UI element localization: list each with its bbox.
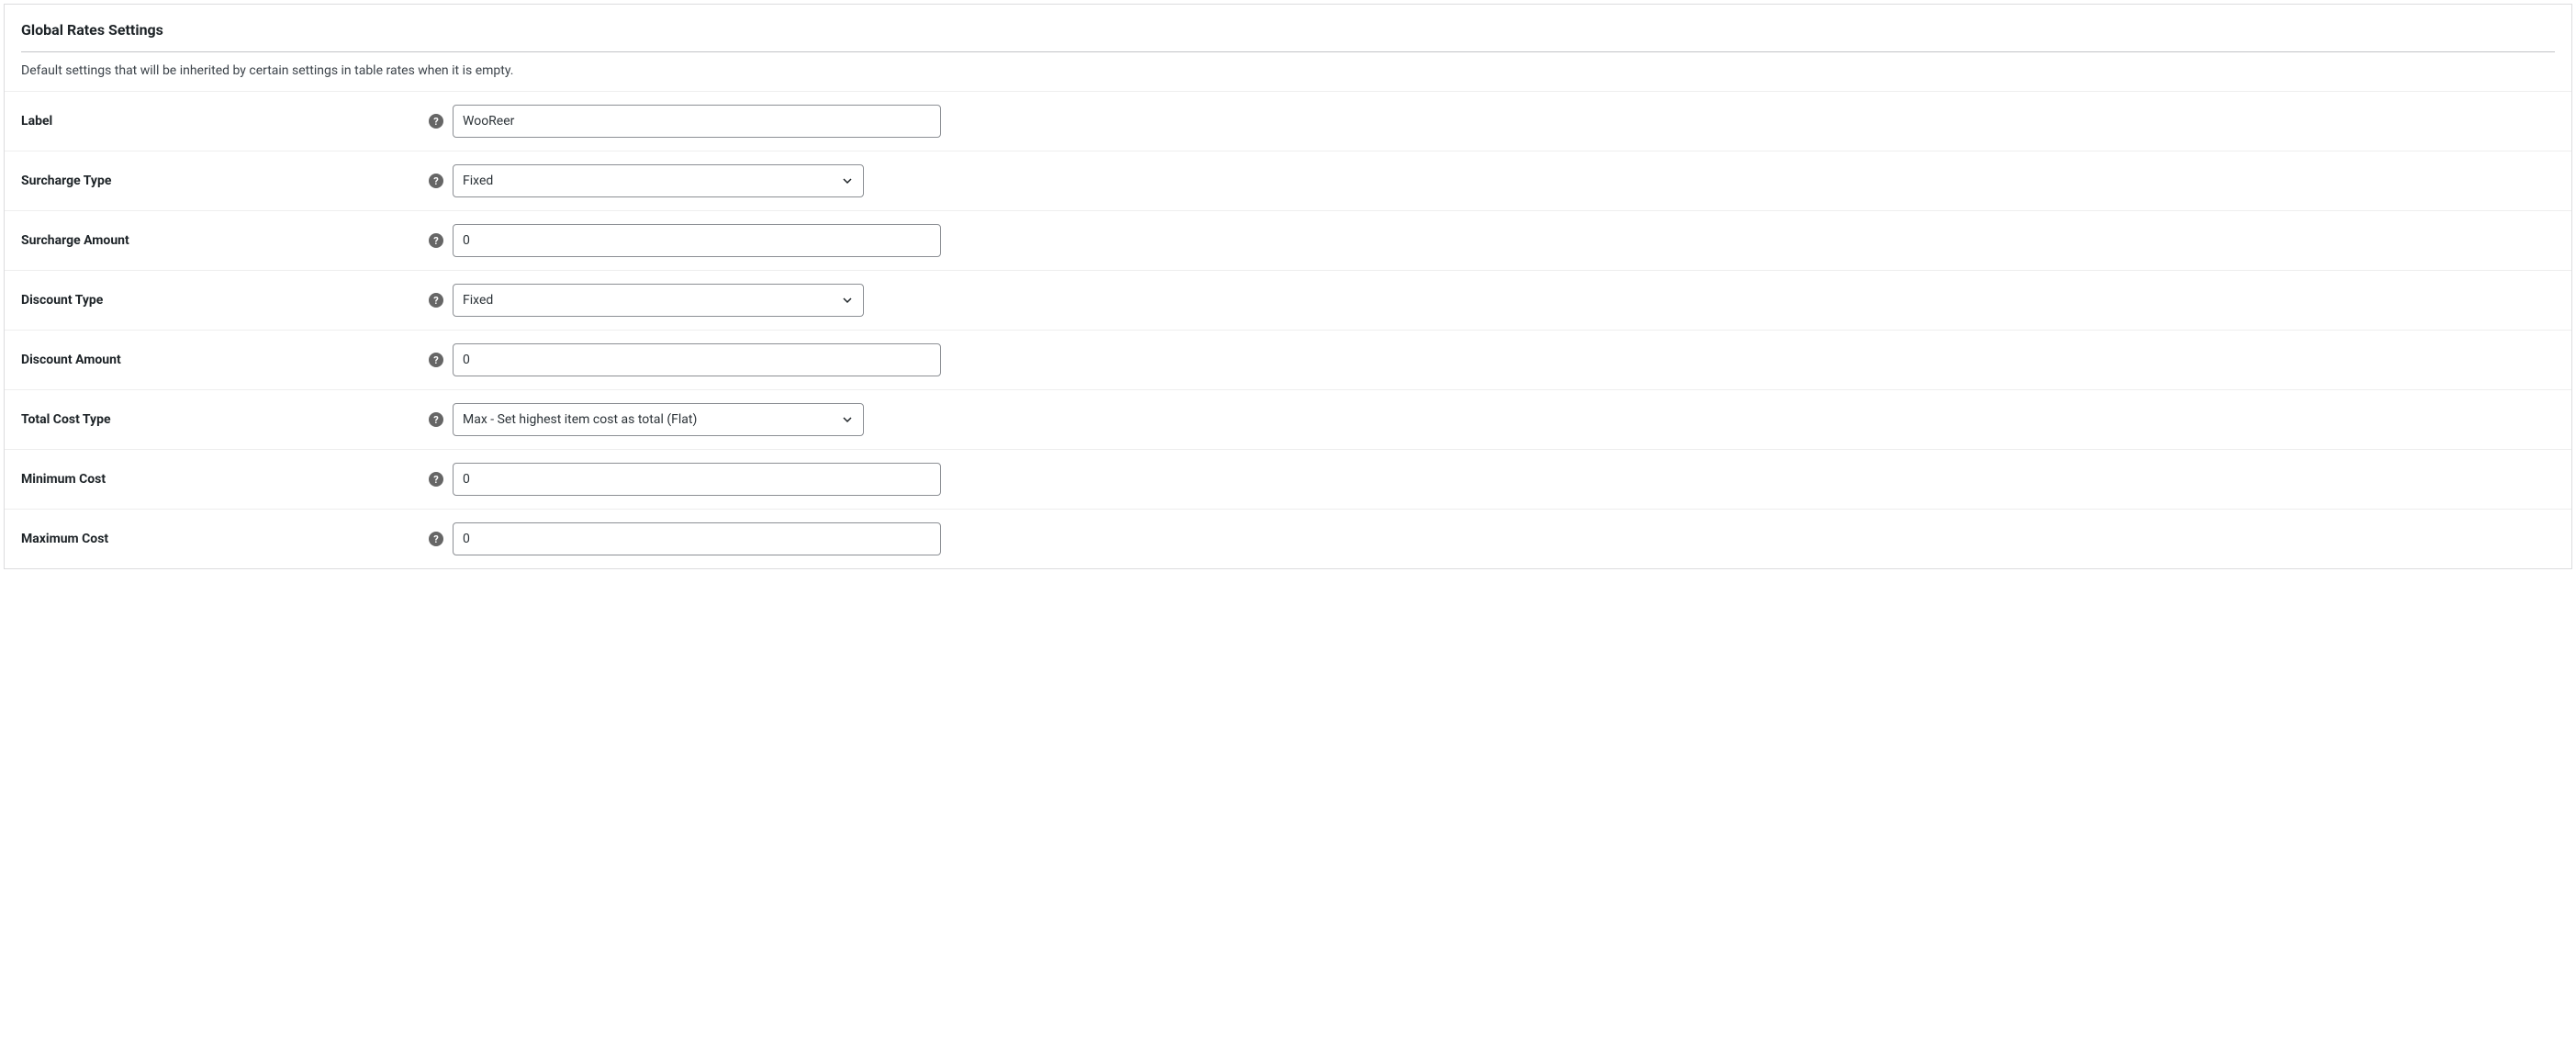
panel-header: Global Rates Settings Default settings t… xyxy=(5,5,2571,91)
row-label: Label ? xyxy=(5,92,2571,151)
surcharge-type-select[interactable]: Fixed xyxy=(453,164,864,197)
row-label-col: Minimum Cost ? xyxy=(21,472,453,487)
help-icon[interactable]: ? xyxy=(429,114,443,129)
maximum-cost-input[interactable] xyxy=(453,522,941,555)
row-discount-type: Discount Type ? Fixed xyxy=(5,271,2571,331)
field-label: Label xyxy=(21,114,429,129)
help-icon[interactable]: ? xyxy=(429,233,443,248)
row-label-col: Discount Amount ? xyxy=(21,353,453,367)
row-minimum-cost: Minimum Cost ? xyxy=(5,450,2571,510)
row-control-col: Max - Set highest item cost as total (Fl… xyxy=(453,403,864,436)
row-control-col: Fixed xyxy=(453,164,864,197)
row-total-cost-type: Total Cost Type ? Max - Set highest item… xyxy=(5,390,2571,450)
row-control-col xyxy=(453,463,941,496)
surcharge-amount-input[interactable] xyxy=(453,224,941,257)
row-control-col xyxy=(453,224,941,257)
row-discount-amount: Discount Amount ? xyxy=(5,331,2571,390)
select-wrap: Max - Set highest item cost as total (Fl… xyxy=(453,403,864,436)
field-label: Minimum Cost xyxy=(21,472,429,487)
discount-type-select[interactable]: Fixed xyxy=(453,284,864,317)
field-label: Maximum Cost xyxy=(21,532,429,546)
select-wrap: Fixed xyxy=(453,284,864,317)
panel-title: Global Rates Settings xyxy=(21,21,2555,39)
field-label: Total Cost Type xyxy=(21,412,429,427)
row-label-col: Surcharge Amount ? xyxy=(21,233,453,248)
row-surcharge-amount: Surcharge Amount ? xyxy=(5,211,2571,271)
total-cost-type-select[interactable]: Max - Set highest item cost as total (Fl… xyxy=(453,403,864,436)
form-rows: Label ? Surcharge Type ? Fixed xyxy=(5,91,2571,568)
field-label: Discount Type xyxy=(21,293,429,308)
row-maximum-cost: Maximum Cost ? xyxy=(5,510,2571,568)
help-icon[interactable]: ? xyxy=(429,532,443,546)
discount-amount-input[interactable] xyxy=(453,343,941,376)
panel-divider xyxy=(21,51,2555,52)
row-control-col: Fixed xyxy=(453,284,864,317)
row-control-col xyxy=(453,105,941,138)
row-control-col xyxy=(453,343,941,376)
field-label: Discount Amount xyxy=(21,353,429,367)
help-icon[interactable]: ? xyxy=(429,472,443,487)
row-label-col: Maximum Cost ? xyxy=(21,532,453,546)
settings-panel: Global Rates Settings Default settings t… xyxy=(4,4,2572,569)
panel-description: Default settings that will be inherited … xyxy=(21,63,2555,78)
help-icon[interactable]: ? xyxy=(429,293,443,308)
row-surcharge-type: Surcharge Type ? Fixed xyxy=(5,151,2571,211)
help-icon[interactable]: ? xyxy=(429,412,443,427)
row-label-col: Label ? xyxy=(21,114,453,129)
label-input[interactable] xyxy=(453,105,941,138)
help-icon[interactable]: ? xyxy=(429,353,443,367)
select-wrap: Fixed xyxy=(453,164,864,197)
row-control-col xyxy=(453,522,941,555)
help-icon[interactable]: ? xyxy=(429,174,443,188)
minimum-cost-input[interactable] xyxy=(453,463,941,496)
row-label-col: Discount Type ? xyxy=(21,293,453,308)
field-label: Surcharge Amount xyxy=(21,233,429,248)
field-label: Surcharge Type xyxy=(21,174,429,188)
row-label-col: Total Cost Type ? xyxy=(21,412,453,427)
row-label-col: Surcharge Type ? xyxy=(21,174,453,188)
